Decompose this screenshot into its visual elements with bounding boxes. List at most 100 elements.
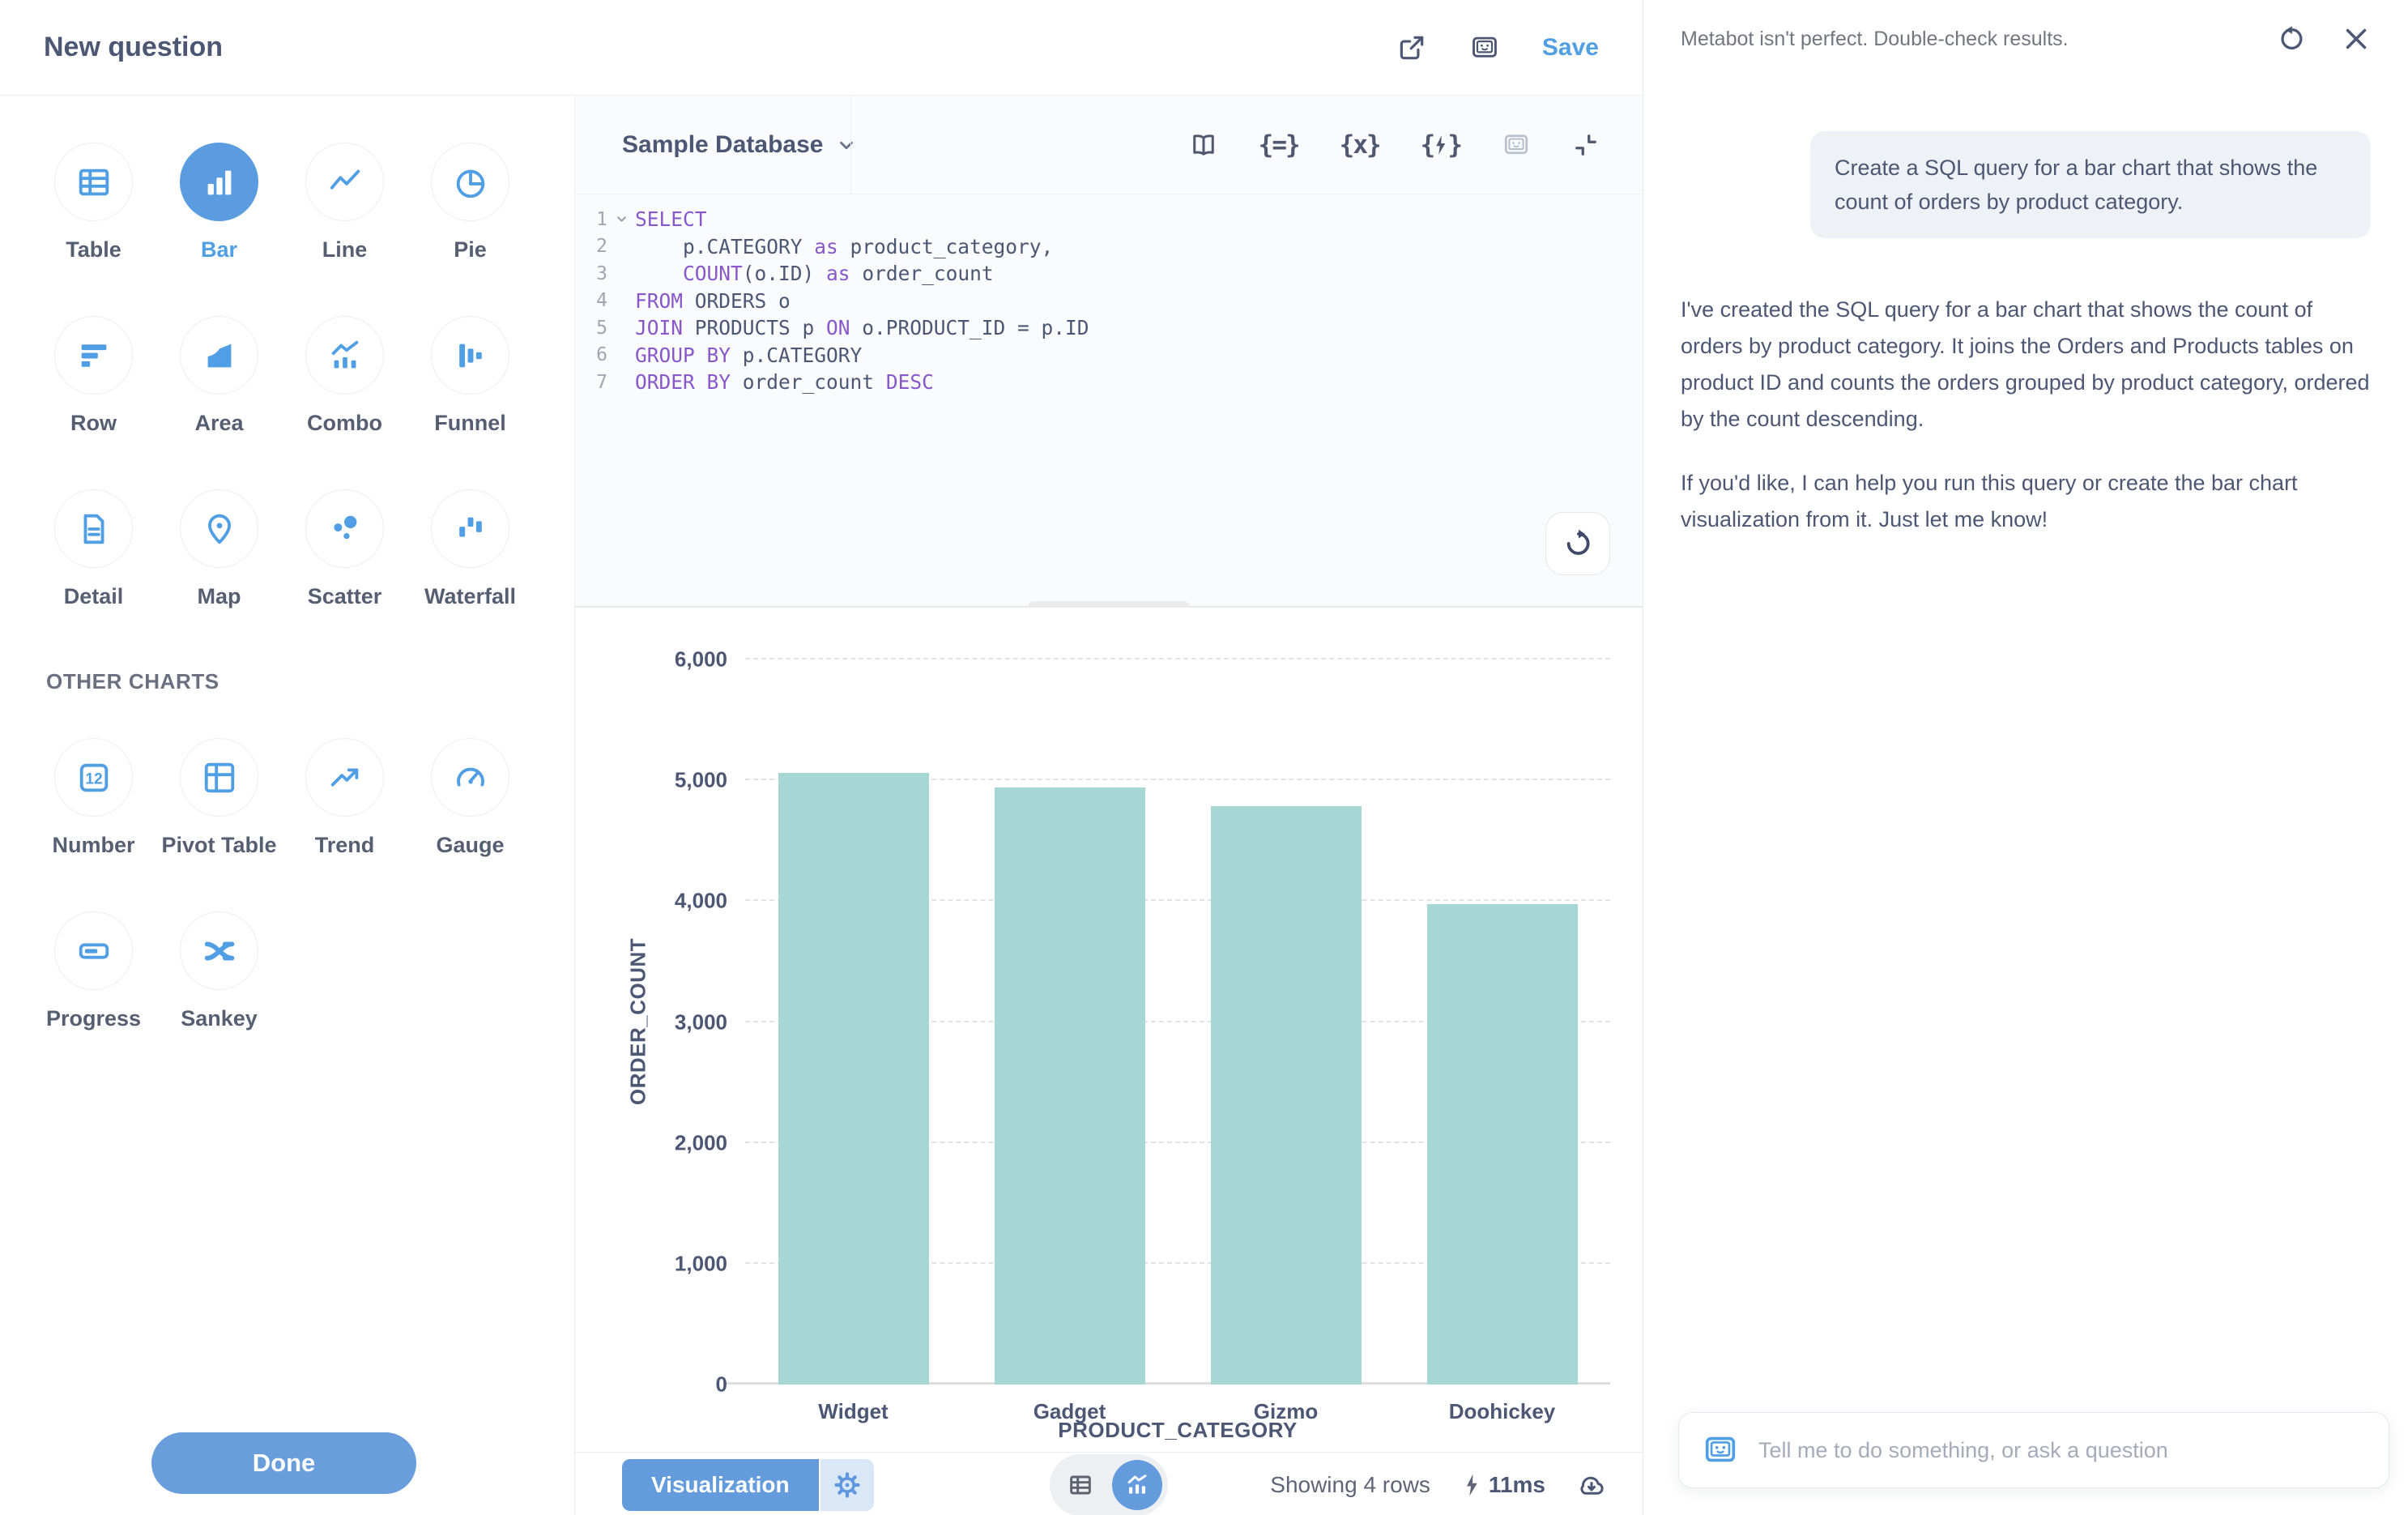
sql-code: SELECT [635,207,707,232]
chart-type-label: Area [194,411,244,435]
chart-type-label: Combo [307,411,382,435]
chart-type-trend[interactable]: .f{fill:currentColor;stroke:none} Trend [282,738,407,858]
main-chart-grid: .f{fill:currentColor;stroke:none}Table.f… [31,143,574,609]
chart-type-funnel[interactable]: .f{fill:currentColor;stroke:none} Funnel [407,316,533,436]
chart-type-area[interactable]: .f{fill:currentColor;stroke:none} Area [156,316,282,436]
sankey-icon: .f{fill:currentColor;stroke:none} [180,911,258,990]
gridline [745,779,1610,781]
gauge-icon: .f{fill:currentColor;stroke:none} [431,738,509,817]
sql-editor[interactable]: 1 SELECT 2 p.CATEGORY as product_category,… [575,194,1643,606]
visualization-settings-button[interactable] [820,1458,874,1511]
y-axis-title: ORDER_COUNT [625,937,650,1106]
format-query-icon[interactable] [1571,130,1600,160]
x-tick-label: Doohickey [1448,1399,1556,1423]
metabot-header: Metabot isn't perfect. Double-check resu… [1643,0,2408,78]
reset-conversation-icon[interactable] [2277,24,2306,53]
metabot-input[interactable]: Tell me to do something, or ask a questi… [1678,1412,2389,1488]
gridline [745,1141,1610,1143]
waterfall-icon: .f{fill:currentColor;stroke:none} [431,489,509,568]
svg-text:12: 12 [85,770,102,787]
run-query-button[interactable] [1545,512,1610,575]
chart-type-pie[interactable]: .f{fill:currentColor;stroke:none} Pie [407,143,533,262]
bar-doohickey[interactable] [1426,903,1578,1385]
editor-toolbar-icons: {=} {x} {} [1189,130,1600,160]
database-picker[interactable]: Sample Database [622,131,857,159]
y-tick-label: 2,000 [674,1130,727,1155]
sql-code: p.CATEGORY as product_category, [635,234,1054,258]
trend-icon: .f{fill:currentColor;stroke:none} [305,738,384,817]
download-results-icon[interactable] [1576,1470,1607,1500]
table-icon: .f{fill:currentColor;stroke:none} [54,143,133,221]
chart-type-label: Number [52,833,135,857]
x-tick-label: Gadget [1033,1399,1106,1423]
close-panel-icon[interactable] [2342,24,2371,53]
bar-gizmo[interactable] [1210,806,1362,1385]
y-tick-label: 3,000 [674,1009,727,1034]
results-footer: Visualization [575,1452,1643,1515]
gridline [745,658,1610,659]
y-tick-label: 6,000 [674,647,727,672]
visualization-button[interactable]: Visualization [622,1458,819,1511]
chart-type-pivot-table[interactable]: .f{fill:currentColor;stroke:none} Pivot T… [156,738,282,858]
line-number: 1 [596,208,607,230]
metabot-panel: Metabot isn't perfect. Double-check resu… [1643,0,2408,1515]
done-button[interactable]: Done [151,1432,416,1494]
data-reference-icon[interactable] [1189,130,1218,160]
metabot-small-icon[interactable] [1502,130,1531,160]
sql-code: JOIN PRODUCTS p ON o.PRODUCT_ID = p.ID [635,316,1089,340]
chart-view-button[interactable] [1112,1459,1162,1510]
table-view-button[interactable] [1055,1460,1106,1510]
chart-type-gauge[interactable]: .f{fill:currentColor;stroke:none} Gauge [407,738,533,858]
variables-icon[interactable]: {x} [1339,130,1382,160]
chart-type-detail[interactable]: .f{fill:currentColor;stroke:none} Detail [31,489,156,609]
share-icon[interactable] [1396,32,1427,63]
metabot-header-icons [2277,24,2371,53]
scatter-icon: .f{fill:currentColor;stroke:none} [305,489,384,568]
chart-type-bar[interactable]: .f{fill:currentColor;stroke:none} Bar [156,143,282,262]
chart-type-line[interactable]: .f{fill:currentColor;stroke:none} Line [282,143,407,262]
sql-line-7: 7 ORDER BY order_count DESC [575,369,1643,396]
assistant-message: I've created the SQL query for a bar cha… [1681,292,2371,538]
chart-type-map[interactable]: .f{fill:currentColor;stroke:none} Map [156,489,282,609]
bar-gadget[interactable] [994,787,1145,1385]
bar-widget[interactable] [778,773,929,1385]
sql-code: GROUP BY p.CATEGORY [635,343,863,367]
chart-type-row[interactable]: .f{fill:currentColor;stroke:none} Row [31,316,156,436]
chart-type-scatter[interactable]: .f{fill:currentColor;stroke:none} Scatter [282,489,407,609]
other-chart-grid: .f{fill:currentColor;stroke:none} 12 Numbe… [31,738,574,1031]
parameters-icon[interactable]: {} [1420,130,1463,160]
y-tick-label: 0 [715,1372,727,1397]
area-icon: .f{fill:currentColor;stroke:none} [180,316,258,395]
metabot-input-placeholder: Tell me to do something, or ask a questi… [1758,1437,2168,1462]
line-number: 2 [596,236,607,258]
fold-chevron-icon[interactable] [607,212,635,226]
app-header: New question Save [0,0,1643,96]
sql-line-2: 2 p.CATEGORY as product_category, [575,233,1643,261]
chart-type-table[interactable]: .f{fill:currentColor;stroke:none} Table [31,143,156,262]
chart-type-sankey[interactable]: .f{fill:currentColor;stroke:none} Sankey [156,911,282,1031]
y-tick-label: 5,000 [674,767,727,792]
lightning-icon [1466,1474,1477,1496]
database-name: Sample Database [622,130,824,158]
chart-type-waterfall[interactable]: .f{fill:currentColor;stroke:none} Waterfa… [407,489,533,609]
timing-label: 11ms [1488,1471,1545,1497]
chart-type-label: Trend [314,833,375,857]
page-title: New question [44,32,224,62]
combo-icon: .f{fill:currentColor;stroke:none} [305,316,384,395]
metabot-input-icon [1702,1432,1739,1469]
sql-code: ORDER BY order_count DESC [635,370,934,395]
sql-code: COUNT(o.ID) as order_count [683,262,994,286]
query-editor-panel: Sample Database {=} {x} {} [575,96,1643,1515]
visualization-button-group: Visualization [622,1458,874,1511]
gridline [745,899,1610,902]
metabot-icon[interactable] [1469,32,1500,63]
chart-type-number[interactable]: .f{fill:currentColor;stroke:none}12 Numbe… [31,738,156,858]
chart-type-progress[interactable]: .f{fill:currentColor;stroke:none} Progres… [31,911,156,1031]
funnel-icon: .f{fill:currentColor;stroke:none} [431,316,509,395]
user-message-bubble: Create a SQL query for a bar chart that … [1810,131,2371,238]
plot-area: 6,000 5,000 4,000 3,000 2,000 1,000 0 Widget Gad… [675,647,1610,1423]
save-button[interactable]: Save [1541,33,1599,61]
chart-type-combo[interactable]: .f{fill:currentColor;stroke:none} Combo [282,316,407,436]
snippets-icon[interactable]: {=} [1258,130,1301,160]
